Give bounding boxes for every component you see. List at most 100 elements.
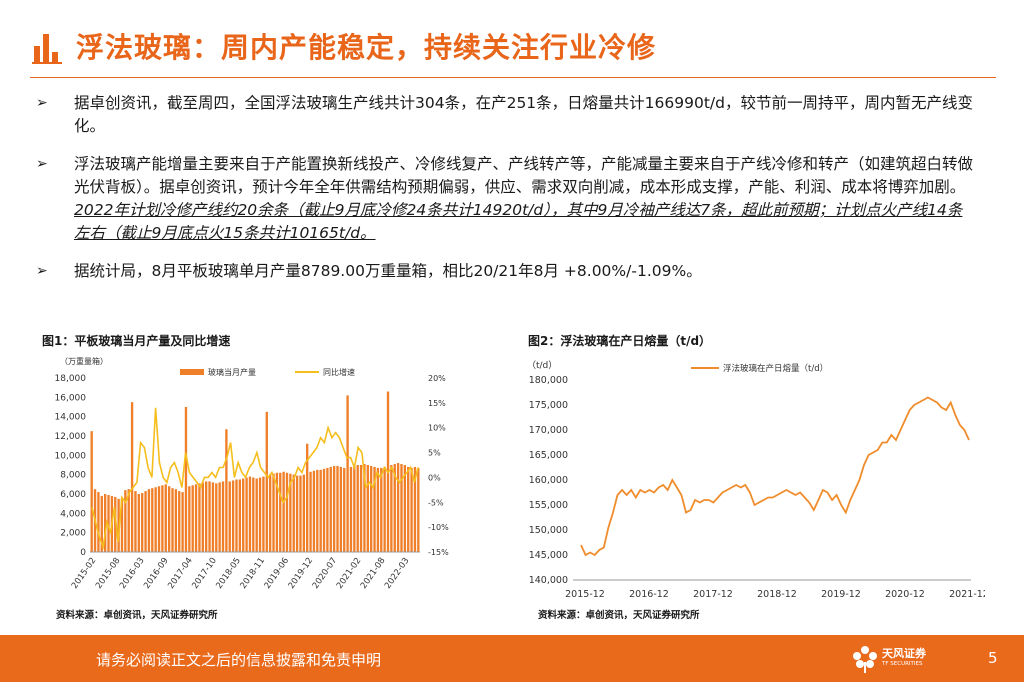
bar	[285, 472, 289, 552]
disclaimer-text: 请务必阅读正文之后的信息披露和免责申明	[96, 651, 382, 669]
bar	[201, 482, 204, 552]
x-tick-label: 2018-12	[757, 589, 797, 600]
bar	[396, 463, 400, 552]
bar	[252, 477, 255, 552]
y-tick-label: 165,000	[529, 450, 568, 461]
bar	[208, 481, 211, 552]
x-tick-label: 2016-12	[629, 589, 669, 600]
bar	[336, 465, 339, 552]
flower-logo-icon	[853, 646, 877, 673]
y2-tick-label: 5%	[428, 449, 441, 458]
footer-bar: 请务必阅读正文之后的信息披露和免责申明 天风证券 TF SECURITIES 5	[0, 635, 1024, 682]
bullet-text: 浮法玻璃产能增量主要来自于产能置换新线投产、冷修线复产、产线转产等，产能减量主要…	[74, 155, 974, 196]
series-line-capacity	[580, 396, 970, 557]
bullet-item-2: ➢ 浮法玻璃产能增量主要来自于产能置换新线投产、冷修线复产、产线转产等，产能减量…	[36, 153, 976, 245]
bar	[194, 484, 198, 552]
bar	[282, 471, 285, 552]
figure1-title: 图1：平板玻璃当月产量及同比增速	[42, 334, 231, 348]
bar	[188, 486, 191, 552]
brand-name: 天风证券	[882, 647, 926, 660]
arrow-bullet-icon: ➢	[36, 263, 48, 279]
bar	[346, 395, 349, 552]
bar	[349, 466, 353, 552]
x-tick-label: 2021-12	[949, 589, 985, 600]
bullet-item-1: ➢ 据卓创资讯，截至周四，全国浮法玻璃生产线共计304条，在产251条，日熔量共…	[36, 92, 976, 138]
bar	[322, 468, 326, 552]
x-tick-label: 2020-12	[885, 589, 925, 600]
bar	[306, 443, 309, 552]
bar	[178, 491, 181, 552]
bar	[114, 496, 117, 552]
arrow-bullet-icon: ➢	[36, 95, 48, 111]
bar	[373, 466, 376, 552]
x-tick-label: 2015-12	[565, 589, 605, 600]
bar	[228, 481, 231, 552]
x-tick-label: 2017-12	[693, 589, 733, 600]
y2-tick-label: 20%	[428, 374, 446, 383]
bar	[329, 466, 332, 552]
y-tick-label: 0	[80, 548, 86, 558]
bar	[376, 467, 380, 552]
bar	[225, 429, 228, 552]
bar	[403, 465, 407, 552]
bar	[100, 495, 103, 552]
bar	[211, 482, 215, 552]
bar	[407, 466, 410, 552]
bar	[400, 464, 403, 552]
page-title: 浮法玻璃：周内产能稳定，持续关注行业冷修	[76, 31, 657, 64]
bar	[130, 402, 134, 552]
bar	[174, 489, 178, 552]
bar	[154, 487, 157, 552]
bar	[134, 491, 137, 552]
bar	[265, 411, 268, 552]
bar	[97, 492, 100, 552]
bar	[369, 465, 373, 552]
bar	[410, 467, 413, 552]
x-tick-label: 2019-12	[821, 589, 861, 600]
bullet-item-3: ➢ 据统计局，8月平板玻璃单月产量8789.00万重量箱，相比20/21年8月 …	[36, 260, 976, 283]
bar	[103, 494, 107, 552]
bar	[417, 467, 420, 552]
bar	[380, 467, 383, 552]
bar	[117, 498, 120, 552]
bar	[120, 497, 124, 552]
bar	[127, 489, 130, 552]
bar	[137, 494, 141, 552]
bar	[363, 464, 366, 552]
figure1-chart: （万重量箱） 0 2,000 4,000 6,000 8,000 10,000 12,000 1…	[55, 356, 450, 591]
y2-tick-label: 15%	[428, 399, 446, 408]
bar	[359, 465, 363, 552]
y-tick-label: 16,000	[55, 393, 87, 403]
bar-chart-logo-icon	[32, 34, 62, 64]
bar	[356, 465, 359, 552]
bar	[390, 465, 393, 552]
bar	[339, 466, 343, 552]
bar	[319, 469, 322, 552]
legend-label: 浮法玻璃在产日熔量（t/d）	[723, 363, 828, 374]
bar	[275, 472, 279, 552]
bar	[262, 476, 265, 552]
bar	[107, 494, 110, 552]
bar	[171, 488, 174, 552]
y2-tick-label: -10%	[428, 523, 449, 532]
y-tick-label: 140,000	[529, 575, 568, 586]
y-tick-label: 170,000	[529, 425, 568, 436]
bar	[218, 482, 221, 552]
bar	[326, 467, 329, 552]
y-tick-label: 14,000	[55, 413, 87, 423]
bar	[231, 480, 235, 552]
y-tick-label: 8,000	[60, 471, 86, 481]
series-line-yoy	[91, 407, 419, 551]
bullet-text: 据统计局，8月平板玻璃单月产量8789.00万重量箱，相比20/21年8月 +8…	[74, 262, 702, 280]
page-number: 5	[988, 649, 998, 667]
y-tick-label: 6,000	[60, 490, 86, 500]
bar	[366, 465, 369, 552]
y-tick-label: 160,000	[529, 475, 568, 486]
bar	[221, 481, 225, 552]
title-divider	[30, 77, 996, 78]
bar	[332, 465, 336, 552]
legend-swatch-bar	[180, 369, 204, 375]
y-tick-label: 180,000	[529, 375, 568, 386]
bar	[295, 475, 299, 552]
bar	[167, 486, 171, 552]
